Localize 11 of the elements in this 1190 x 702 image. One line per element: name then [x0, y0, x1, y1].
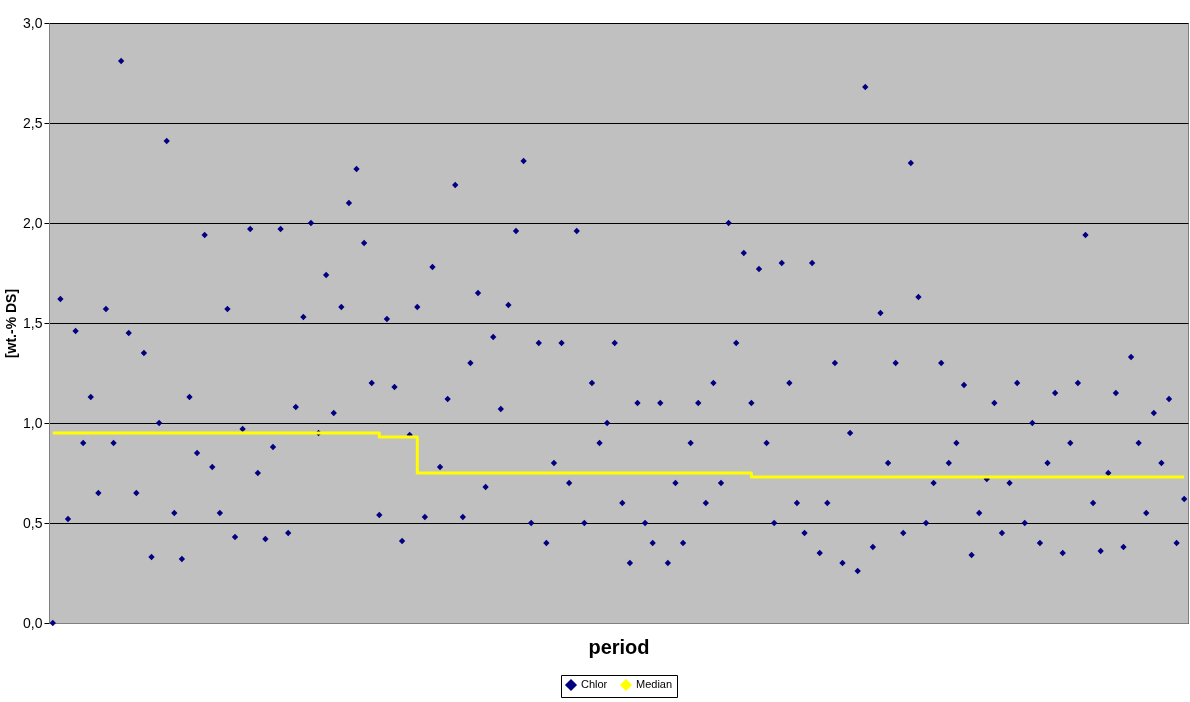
y-tick-label: 0,0: [23, 614, 43, 631]
legend-label: Median: [636, 678, 673, 690]
y-tick-label: 3,0: [23, 14, 43, 31]
legend-label: Chlor: [581, 678, 608, 690]
y-axis-title: [wt.-% DS]: [3, 288, 20, 359]
y-tick-label: 1,5: [23, 314, 43, 331]
y-tick-label: 2,0: [23, 214, 43, 231]
y-tick-label: 0,5: [23, 514, 43, 531]
y-tick-label: 2,5: [23, 114, 43, 131]
x-axis-title: period: [588, 635, 650, 658]
y-tick-label: 1,0: [23, 414, 43, 431]
